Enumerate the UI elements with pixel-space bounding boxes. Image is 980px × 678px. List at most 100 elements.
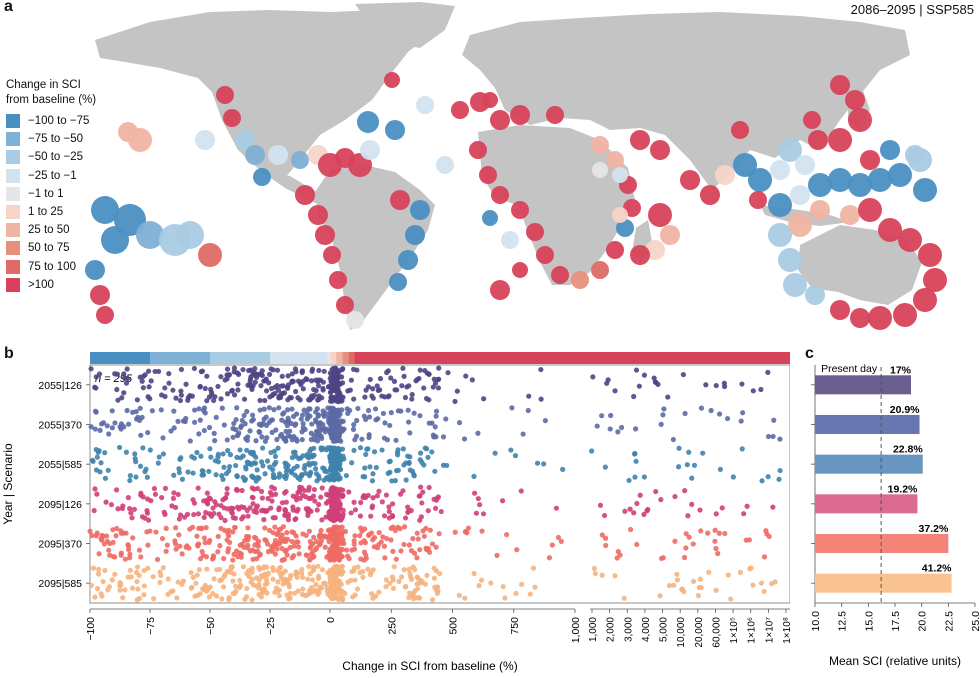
data-point	[674, 577, 680, 583]
data-point	[147, 528, 153, 534]
data-point	[469, 377, 475, 383]
data-point	[268, 505, 274, 511]
data-point	[370, 495, 376, 501]
data-point	[379, 499, 385, 505]
data-point	[225, 372, 232, 378]
c-x-tick-label: 12.5	[837, 611, 849, 632]
data-point	[339, 428, 345, 434]
color-bar-segment	[210, 352, 270, 364]
data-point	[338, 581, 344, 587]
data-point	[300, 420, 306, 427]
data-point	[626, 477, 632, 484]
data-point	[141, 567, 147, 574]
data-point	[197, 591, 203, 597]
data-point	[373, 464, 379, 471]
data-point	[330, 475, 336, 481]
data-point	[509, 405, 515, 411]
data-point	[241, 396, 248, 402]
data-point	[257, 429, 263, 435]
data-point	[201, 535, 208, 541]
data-point	[234, 487, 241, 493]
data-point	[414, 530, 420, 536]
data-point	[401, 524, 408, 530]
data-point	[242, 476, 248, 482]
data-point	[357, 445, 364, 451]
data-point	[713, 545, 719, 552]
data-point	[190, 574, 196, 580]
coast-marker	[490, 280, 510, 300]
data-point	[307, 556, 313, 562]
y-tick-label: 2055|126	[38, 380, 82, 392]
data-point	[429, 597, 436, 603]
data-point	[412, 566, 418, 573]
coast-marker	[96, 306, 114, 324]
data-point	[766, 533, 772, 540]
data-point	[321, 426, 327, 432]
data-point	[344, 553, 351, 559]
data-point	[389, 512, 395, 519]
data-point	[427, 527, 433, 533]
data-point	[151, 485, 158, 492]
data-point	[176, 532, 182, 538]
data-point	[475, 430, 481, 436]
data-point	[432, 424, 438, 430]
data-point	[118, 550, 124, 556]
coast-marker	[357, 111, 379, 133]
data-point	[388, 375, 394, 381]
data-point	[269, 548, 276, 554]
coast-marker	[845, 90, 865, 110]
data-point	[409, 396, 415, 402]
data-point	[355, 564, 361, 570]
data-point	[100, 578, 106, 585]
coast-marker	[315, 225, 335, 245]
x-tick-label: 1,000	[588, 617, 599, 642]
data-point	[658, 555, 665, 562]
data-point	[256, 564, 262, 570]
data-point	[203, 497, 209, 504]
data-point	[229, 387, 235, 393]
x-tick-label: 1×10⁵	[729, 617, 740, 644]
data-point	[423, 525, 429, 532]
data-point	[337, 546, 343, 552]
bar	[815, 454, 923, 474]
data-point	[632, 474, 638, 480]
data-point	[341, 540, 347, 547]
data-point	[319, 395, 325, 401]
data-point	[478, 577, 485, 583]
data-point	[527, 591, 533, 597]
data-point	[691, 462, 698, 468]
data-point	[682, 488, 688, 494]
data-point	[218, 396, 224, 402]
y-tick-label: 2095|585	[38, 578, 82, 590]
data-point	[210, 505, 216, 511]
data-point	[224, 366, 231, 372]
data-point	[249, 485, 255, 491]
data-point	[132, 451, 138, 457]
data-point	[211, 397, 217, 404]
data-point	[327, 567, 334, 573]
data-point	[357, 533, 363, 539]
data-point	[267, 489, 274, 496]
data-point	[289, 555, 295, 561]
north-america	[95, 10, 430, 178]
data-point	[178, 392, 184, 398]
data-point	[268, 385, 275, 392]
coast-marker	[612, 207, 628, 223]
data-point	[197, 384, 203, 390]
data-point	[743, 537, 749, 543]
data-point	[632, 426, 639, 432]
coast-marker	[893, 303, 917, 327]
coast-marker	[136, 221, 164, 249]
legend-label: 25 to 50	[28, 224, 70, 237]
data-point	[327, 579, 334, 585]
data-point	[202, 540, 208, 546]
data-point	[748, 565, 754, 571]
data-point	[98, 460, 104, 466]
data-point	[502, 595, 508, 601]
data-point	[322, 410, 329, 416]
data-point	[660, 412, 666, 418]
coast-marker	[176, 221, 204, 249]
data-point	[445, 370, 451, 376]
data-point	[416, 595, 423, 601]
